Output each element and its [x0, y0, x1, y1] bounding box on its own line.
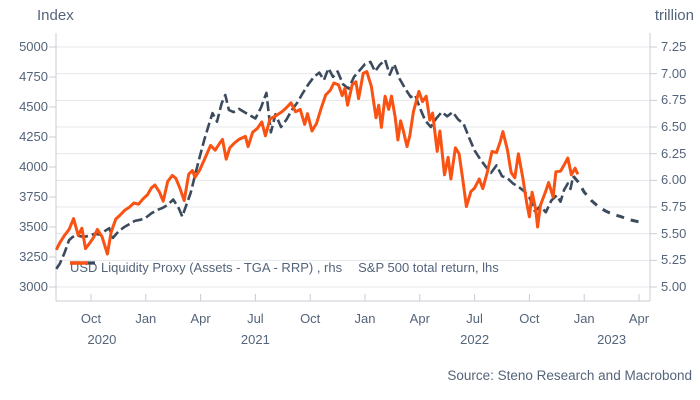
x-axis-month-label: Oct	[80, 311, 102, 326]
liquidity-proxy-projection-line	[572, 175, 640, 224]
left-axis-tick-label: 4250	[19, 129, 48, 144]
x-axis-month-label: Jan	[135, 311, 157, 326]
sp500-total-return-line	[54, 70, 580, 256]
x-axis-month-label: Jan	[354, 311, 376, 326]
left-axis-tick-label: 3750	[19, 189, 48, 204]
right-axis-tick-label: 5.25	[661, 252, 687, 268]
right-axis-title: trillion	[654, 7, 694, 24]
legend-label-liquidity: USD Liquidity Proxy (Assets - TGA - RRP)…	[70, 260, 343, 275]
legend-item-sp500: S&P 500 total return, lhs	[70, 260, 499, 275]
right-axis-tick-label: 5.50	[661, 225, 687, 241]
legend: USD Liquidity Proxy (Assets - TGA - RRP)…	[70, 260, 499, 275]
left-axis-tick-label: 4500	[19, 99, 48, 114]
right-axis-tick-label: 6.50	[661, 119, 687, 134]
x-axis-month-label: Jan	[573, 311, 595, 326]
x-axis-month-label: Apr	[628, 311, 650, 326]
gridlines	[56, 46, 650, 288]
right-axis-tick-label: 6.25	[661, 145, 687, 161]
series-lines	[54, 58, 640, 270]
x-axis-month-label: Apr	[190, 311, 211, 326]
right-axis-tick-label: 7.25	[661, 39, 687, 54]
x-axis-year-label: 2023	[597, 332, 627, 347]
right-axis-tick-label: 7.00	[661, 65, 687, 81]
x-axis-year-label: 2021	[240, 332, 270, 347]
x-axis-year-label: 2022	[460, 332, 490, 347]
x-axis-month-label: Apr	[409, 311, 430, 326]
left-axis-tick-label: 4000	[19, 159, 48, 174]
x-axis-year-label: 2020	[87, 332, 117, 347]
right-axis-tick-label: 6.00	[661, 172, 687, 188]
left-axis-tick-label: 3500	[19, 219, 48, 234]
right-axis-tick-label: 5.00	[661, 279, 687, 294]
source-note: Source: Steno Research and Macrobond	[447, 368, 692, 383]
legend-label-sp500: S&P 500 total return, lhs	[358, 260, 499, 275]
liquidity-proxy-line	[55, 58, 575, 270]
legend-line-solid-icon	[70, 261, 88, 265]
x-axis-month-label: Oct	[300, 311, 321, 326]
legend-item-liquidity: USD Liquidity Proxy (Assets - TGA - RRP)…	[70, 260, 342, 275]
tick-marks	[49, 46, 657, 301]
right-axis-tick-label: 5.75	[661, 199, 687, 214]
left-axis-tick-label: 3250	[19, 249, 48, 264]
left-axis-title: Index	[37, 7, 74, 24]
left-axis-tick-label: 5000	[19, 39, 48, 54]
right-axis-tick-label: 6.75	[661, 92, 687, 108]
x-axis-month-label: Jul	[247, 311, 264, 326]
x-axis-month-label: Jul	[466, 311, 483, 326]
left-axis-tick-label: 3000	[19, 279, 48, 294]
left-axis-tick-label: 4750	[19, 69, 48, 84]
x-axis-month-label: Oct	[519, 311, 540, 326]
